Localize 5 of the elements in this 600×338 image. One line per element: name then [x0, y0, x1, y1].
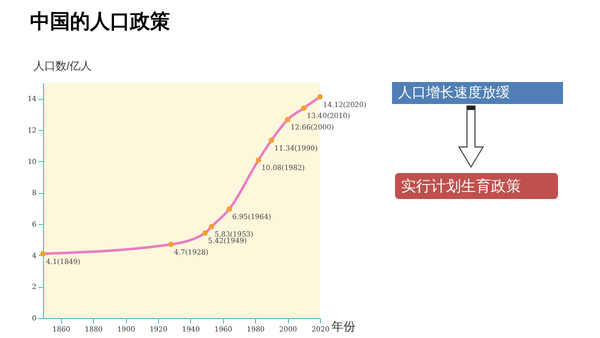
text: 实行计划生育政策 [395, 173, 558, 199]
y-axis-title: 人口数/亿人 [34, 60, 92, 72]
text: 人口增长速度放缓 [392, 82, 563, 104]
x-axis-title: 年份 [332, 320, 356, 334]
chart-title: 中国的人口政策 [30, 8, 170, 35]
